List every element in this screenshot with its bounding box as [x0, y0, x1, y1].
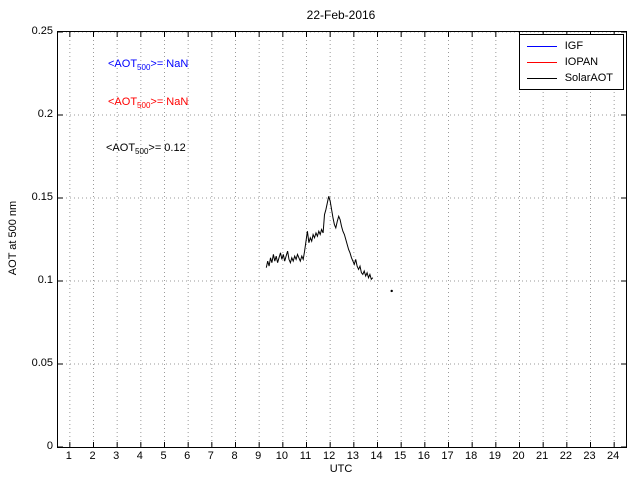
annotation-subscript: 500: [137, 63, 151, 73]
y-tick-label: 0.1: [37, 274, 53, 286]
x-tick-label: 16: [417, 450, 430, 462]
annotation-subscript: 500: [135, 147, 149, 157]
annotation-text: <AOT: [108, 58, 138, 70]
x-tick-label: 22: [559, 450, 572, 462]
x-tick-label: 5: [160, 450, 167, 462]
x-tick-label: 8: [231, 450, 238, 462]
annotation-text: <AOT: [108, 96, 138, 108]
annotation-text: <AOT: [106, 142, 136, 154]
x-tick-label: 18: [465, 450, 478, 462]
x-tick-label: 9: [255, 450, 262, 462]
y-tick-label: 0: [46, 440, 53, 452]
y-tick-label: 0.2: [37, 108, 53, 120]
x-tick-label: 7: [207, 450, 214, 462]
annotation-subscript: 500: [137, 101, 151, 111]
legend-label: IGF: [564, 40, 584, 52]
x-tick-label: 19: [488, 450, 501, 462]
y-tick-label: 0.25: [31, 25, 53, 37]
x-tick-label: 20: [512, 450, 525, 462]
annotation-iopan: <AOT500>= NaN: [108, 96, 188, 110]
x-tick-label: 6: [184, 450, 191, 462]
legend-label: IOPAN: [564, 56, 599, 68]
x-tick-label: 14: [370, 450, 383, 462]
x-tick-label: 13: [346, 450, 359, 462]
legend-line-sample: [526, 61, 557, 63]
annotation-solaraot: <AOT500>= 0.12: [106, 142, 186, 156]
legend: IGF IOPAN SolarAOT: [518, 34, 624, 90]
y-tick-label: 0.15: [31, 191, 53, 203]
x-axis-label: UTC: [329, 463, 353, 475]
chart-title: 22-Feb-2016: [306, 8, 376, 22]
x-tick-label: 23: [583, 450, 596, 462]
x-tick-label: 3: [113, 450, 120, 462]
legend-item-iopan: IOPAN: [526, 54, 613, 70]
x-tick-label: 1: [65, 450, 72, 462]
x-tick-label: 17: [441, 450, 454, 462]
x-tick-label: 10: [275, 450, 288, 462]
x-tick-label: 11: [299, 450, 312, 462]
y-axis-label: AOT at 500 nm: [7, 200, 19, 276]
x-tick-label: 2: [89, 450, 96, 462]
annotation-text: >= NaN: [150, 58, 189, 70]
x-tick-label: 24: [607, 450, 620, 462]
legend-line-sample: [526, 45, 557, 47]
annotation-text: >= 0.12: [148, 142, 186, 154]
legend-item-solaraot: SolarAOT: [526, 70, 613, 86]
plot-svg: [58, 32, 626, 447]
x-tick-label: 15: [394, 450, 407, 462]
annotation-text: >= NaN: [150, 96, 189, 108]
annotation-igf: <AOT500>= NaN: [108, 58, 188, 72]
x-tick-label: 12: [323, 450, 336, 462]
y-tick-label: 0.05: [31, 357, 53, 369]
x-tick-label: 21: [536, 450, 549, 462]
legend-line-sample: [526, 77, 557, 79]
x-tick-label: 4: [136, 450, 143, 462]
plot-area: <AOT500>= NaN <AOT500>= NaN <AOT500>= 0.…: [57, 31, 627, 448]
legend-label: SolarAOT: [564, 72, 613, 84]
legend-item-igf: IGF: [526, 38, 613, 54]
